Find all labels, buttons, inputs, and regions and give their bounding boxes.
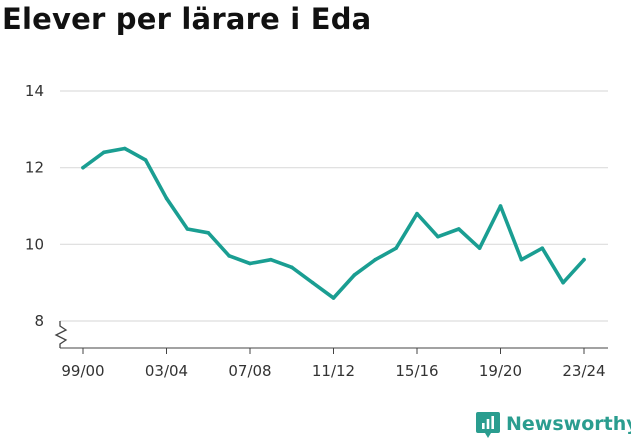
x-axis: 99/00 03/04 07/08 11/12 15/16 19/20 23/24: [60, 347, 608, 380]
data-point: [102, 150, 106, 155]
data-point: [143, 158, 148, 162]
chart-title: Elever per lärare i Eda: [2, 2, 372, 36]
data-point: [352, 273, 357, 277]
series-line: [81, 146, 586, 300]
y-tick-label: 8: [34, 312, 44, 330]
x-tick-label: 19/20: [479, 362, 522, 380]
data-point: [122, 146, 127, 151]
data-point: [331, 296, 336, 300]
axis-break-zigzag: [54, 321, 68, 348]
data-point: [498, 204, 503, 208]
data-point: [289, 265, 294, 270]
data-point: [206, 231, 211, 235]
data-point: [394, 246, 398, 250]
x-tick-label: 99/00: [61, 362, 104, 380]
x-tick-label: 15/16: [395, 362, 438, 380]
data-point: [81, 165, 85, 170]
data-point: [436, 234, 440, 239]
data-point: [373, 257, 378, 262]
data-point: [227, 254, 231, 258]
data-point: [519, 257, 524, 262]
data-point: [269, 257, 273, 262]
newsworthy-icon: [476, 412, 500, 438]
y-tick-labels: 8 10 12 14: [25, 82, 44, 330]
x-tick-label: 23/24: [562, 362, 605, 380]
newsworthy-logo: Newsworthy: [476, 409, 631, 439]
y-tick-label: 10: [25, 235, 44, 253]
brand-name: Newsworthy: [506, 413, 631, 435]
data-point: [540, 246, 545, 250]
line-chart: 8 10 12 14 99/00 03/04 07/08 11/12 15/16 19/20 23…: [25, 82, 608, 380]
gridlines: [60, 90, 608, 322]
x-tick-label: 11/12: [312, 362, 355, 380]
data-point: [456, 227, 461, 231]
y-tick-label: 14: [25, 82, 44, 100]
data-point: [310, 280, 315, 285]
data-point: [248, 261, 252, 266]
y-tick-label: 12: [25, 159, 44, 177]
data-point: [582, 257, 586, 262]
data-series: [81, 146, 586, 300]
data-point: [185, 227, 190, 231]
axis-break-icon: [54, 321, 68, 348]
x-tick-label: 03/04: [145, 362, 188, 380]
data-point: [477, 246, 482, 250]
data-point: [164, 196, 169, 201]
x-tick-label: 07/08: [228, 362, 271, 380]
data-point: [561, 280, 565, 285]
data-point: [415, 211, 419, 216]
